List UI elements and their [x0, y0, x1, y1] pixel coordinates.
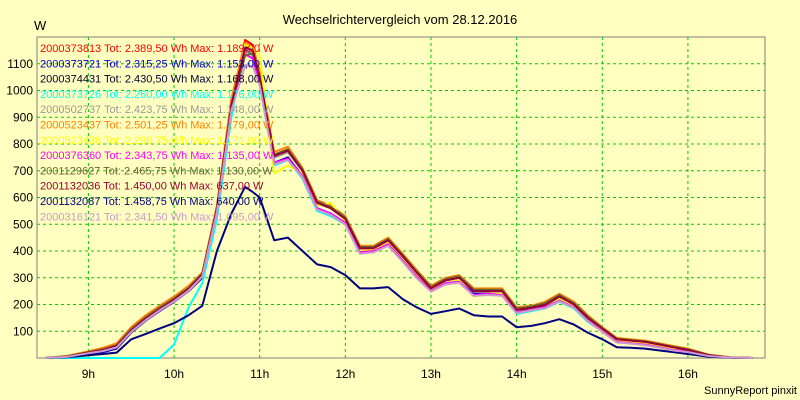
legend-entry: 2000502737 Tot: 2.423,75 Wh Max: 1.148,0…: [40, 104, 274, 116]
legend-entry: 2000373721 Tot: 2.315,25 Wh Max: 1.153,0…: [40, 58, 274, 70]
x-tick-label: 13h: [421, 367, 441, 381]
x-tick-label: 16h: [678, 367, 698, 381]
legend-entry: 2000374431 Tot: 2.430,50 Wh Max: 1.168,0…: [40, 74, 274, 86]
legend-entry: 2000523437 Tot: 2.501,25 Wh Max: 1.179,0…: [40, 120, 274, 132]
plot-frame: [36, 36, 766, 359]
legend-entry: 2000373813 Tot: 2.389,50 Wh Max: 1.189,0…: [40, 43, 274, 55]
legend-entry: 2000523438 Tot: 2.296,75 Wh Max: 1.171,0…: [40, 135, 274, 147]
series-line-2001132036: [45, 46, 753, 359]
legend-entry: 2001132087 Tot: 1.458,75 Wh Max: 640,00 …: [40, 196, 264, 208]
legend-entry: 2000373726 Tot: 2.260,00 Wh Max: 1.176,0…: [40, 89, 274, 101]
legend-entry: 2001132036 Tot: 1.450,00 Wh Max: 637,00 …: [40, 181, 264, 193]
x-tick-label: 15h: [592, 367, 612, 381]
y-tick-label: 300: [13, 271, 33, 285]
x-tick-label: 9h: [82, 367, 95, 381]
x-tick-label: 10h: [164, 367, 184, 381]
x-tick-label: 11h: [250, 367, 269, 381]
chart-title: Wechselrichtervergleich vom 28.12.2016: [283, 12, 518, 27]
y-tick-label: 400: [13, 244, 33, 258]
x-tick-label: 14h: [507, 367, 527, 381]
y-tick-label: 800: [13, 137, 33, 151]
y-tick-label: 900: [13, 110, 33, 124]
y-axis-unit: W: [34, 18, 47, 33]
y-tick-label: 500: [13, 217, 33, 231]
y-tick-label: 200: [13, 298, 33, 312]
legend-entry: 2001129627 Tot: 2.465,75 Wh Max: 1.130,0…: [40, 165, 273, 177]
series-line-2001132087: [45, 185, 753, 359]
footer-credit: SunnyReport pinxit: [704, 385, 797, 397]
legend-entry: 2000376360 Tot: 2.343,75 Wh Max: 1.135,0…: [40, 150, 274, 162]
x-tick-label: 12h: [335, 367, 355, 381]
y-tick-label: 700: [13, 164, 33, 178]
series-line-2000316121: [45, 64, 753, 359]
legend-entry: 2000316121 Tot: 2.341,50 Wh Max: 1.095,0…: [40, 211, 274, 223]
y-tick-label: 1100: [7, 57, 33, 71]
y-tick-label: 100: [13, 324, 33, 338]
y-tick-label: 600: [13, 191, 33, 205]
y-tick-label: 1000: [6, 84, 33, 98]
